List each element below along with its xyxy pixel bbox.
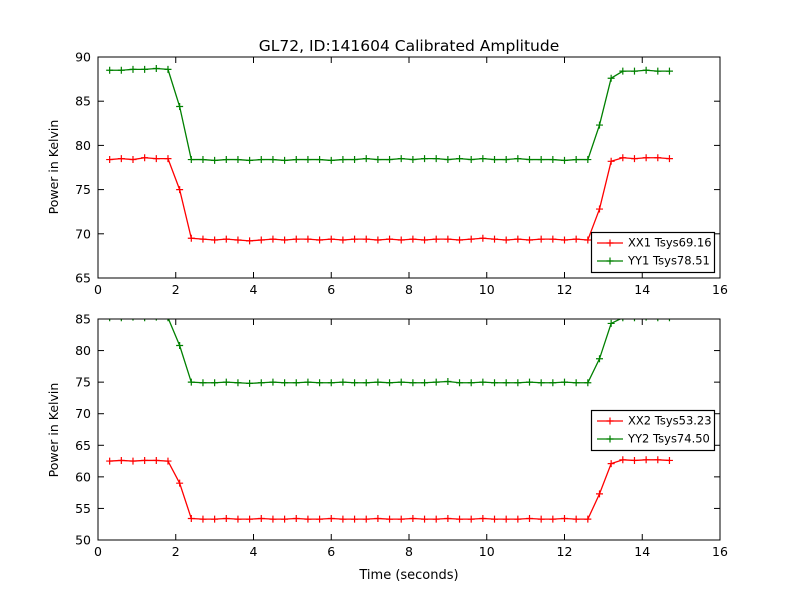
x-tick-label: 12 — [557, 282, 573, 297]
y-tick-label: 85 — [75, 312, 91, 327]
x-tick-label: 16 — [712, 544, 728, 559]
legend-bottom-sample-marker-yy2 — [606, 435, 614, 443]
legend-top-entry-yy1: YY1 Tsys78.51 — [627, 254, 710, 268]
y-tick-label: 75 — [75, 182, 91, 197]
y-ticks-0: 65 70 75 80 85 90 — [75, 50, 720, 286]
x-ticks-1: 0 2 4 6 8 10 12 14 16 — [94, 319, 728, 559]
y-axis-label-top: Power in Kelvin — [46, 120, 61, 215]
x-tick-label: 0 — [94, 282, 102, 297]
legend-top-sample-marker-yy1 — [606, 257, 614, 265]
y-tick-label: 50 — [75, 533, 91, 548]
series-xx2-markers — [106, 456, 673, 523]
series-yy2-line — [167, 319, 622, 385]
x-tick-label: 12 — [557, 544, 573, 559]
series-xx2-line — [109, 459, 670, 520]
x-tick-label: 0 — [94, 544, 102, 559]
y-tick-label: 75 — [75, 375, 91, 390]
x-tick-label: 6 — [327, 544, 335, 559]
series-yy1-markers — [106, 64, 673, 164]
x-tick-label: 8 — [405, 282, 413, 297]
y-tick-label: 65 — [75, 438, 91, 453]
legend-bottom-entry-xx2: XX2 Tsys53.23 — [628, 414, 712, 428]
series-layer-1 — [106, 319, 673, 523]
series-layer-0 — [106, 64, 673, 245]
x-tick-label: 8 — [405, 544, 413, 559]
legend-bottom: XX2 Tsys53.23 YY2 Tsys74.50 — [590, 409, 716, 452]
series-xx1-markers — [106, 154, 673, 245]
series-yy2-markers — [109, 319, 671, 387]
legend-bottom-entry-yy2: YY2 Tsys74.50 — [627, 432, 710, 446]
x-tick-label: 4 — [250, 544, 258, 559]
y-tick-label: 90 — [75, 50, 91, 65]
x-tick-label: 14 — [634, 544, 650, 559]
series-yy1-line — [109, 67, 670, 162]
x-tick-label: 4 — [250, 282, 258, 297]
x-tick-label: 2 — [172, 282, 180, 297]
x-axis-label: Time (seconds) — [358, 568, 458, 583]
y-tick-label: 80 — [75, 138, 91, 153]
legend-top-sample-marker-xx1 — [606, 239, 614, 247]
subplot-0: 0 2 4 6 8 10 12 14 16 65 70 75 80 85 90 — [75, 50, 728, 298]
legend-top: XX1 Tsys69.16 YY1 Tsys78.51 — [590, 231, 716, 274]
x-tick-label: 16 — [712, 282, 728, 297]
legend-bottom-sample-marker-xx2 — [606, 417, 614, 425]
legend-bottom-box — [590, 409, 716, 452]
y-ticks-1: 50 55 60 65 70 75 80 85 — [75, 312, 720, 548]
subplot-1: 0 2 4 6 8 10 12 14 16 50 55 60 65 70 75 80 85 — [75, 312, 728, 560]
y-tick-label: 70 — [75, 226, 91, 241]
x-tick-label: 14 — [634, 282, 650, 297]
series-xx1-line — [109, 157, 670, 242]
y-tick-label: 60 — [75, 469, 91, 484]
y-tick-label: 80 — [75, 343, 91, 358]
legend-top-entry-xx1: XX1 Tsys69.16 — [628, 236, 712, 250]
y-tick-label: 65 — [75, 271, 91, 286]
y-tick-label: 70 — [75, 406, 91, 421]
chart-title: GL72, ID:141604 Calibrated Amplitude — [259, 37, 560, 55]
y-tick-label: 85 — [75, 94, 91, 109]
y-tick-label: 55 — [75, 501, 91, 516]
x-ticks-0: 0 2 4 6 8 10 12 14 16 — [94, 57, 728, 297]
x-tick-label: 6 — [327, 282, 335, 297]
y-axis-label-bottom: Power in Kelvin — [46, 383, 61, 478]
x-tick-label: 10 — [479, 282, 495, 297]
x-tick-label: 10 — [479, 544, 495, 559]
x-tick-label: 2 — [172, 544, 180, 559]
legend-top-box — [590, 231, 716, 274]
